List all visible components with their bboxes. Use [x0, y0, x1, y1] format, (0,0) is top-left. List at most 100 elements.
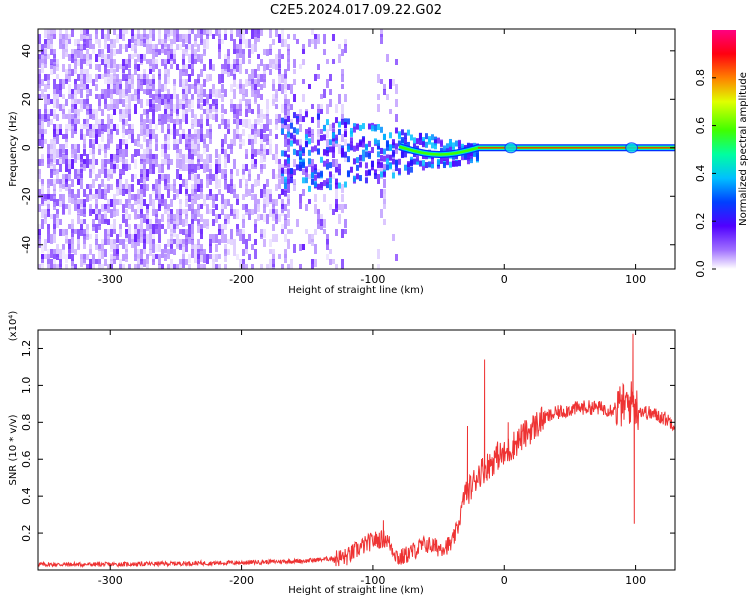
heatmap-cell: [325, 182, 329, 189]
heatmap-cell: [71, 129, 74, 138]
heatmap-cell: [212, 254, 215, 262]
heatmap-cell: [215, 184, 218, 189]
heatmap-cell: [86, 69, 89, 77]
heatmap-cell: [209, 209, 212, 214]
heatmap-cell: [233, 114, 236, 124]
heatmap-cell: [248, 59, 251, 64]
heatmap-cell: [278, 64, 281, 70]
heatmap-cell: [131, 44, 134, 51]
heatmap-cell: [110, 49, 113, 59]
heatmap-cell: [80, 79, 83, 87]
heatmap-cell: [236, 134, 239, 139]
heatmap-cell: [161, 84, 164, 92]
heatmap-cell: [164, 174, 167, 182]
heatmap-cell: [283, 119, 287, 126]
heatmap-cell: [116, 144, 119, 150]
heatmap-cell: [308, 84, 311, 89]
heatmap-cell: [41, 189, 44, 195]
heatmap-cell: [170, 229, 173, 236]
heatmap-cell: [92, 179, 95, 188]
heatmap-cell: [104, 229, 107, 234]
heatmap-cell: [119, 44, 122, 54]
heatmap-cell: [206, 144, 209, 152]
heatmap-cell: [361, 123, 365, 130]
heatmap-cell: [161, 249, 164, 258]
heatmap-cell: [143, 234, 146, 243]
heatmap-cell: [209, 109, 212, 119]
heatmap-cell: [236, 84, 239, 89]
heatmap-cell: [316, 183, 320, 190]
heatmap-cell: [38, 189, 41, 198]
heatmap-cell: [101, 239, 104, 247]
heatmap-cell: [299, 109, 302, 115]
heatmap-cell: [74, 114, 77, 124]
heatmap-cell: [260, 94, 263, 100]
heatmap-cell: [65, 99, 68, 106]
heatmap-cell: [101, 244, 104, 251]
heatmap-cell: [122, 74, 125, 81]
heatmap-cell: [292, 112, 296, 119]
heatmap-cell: [95, 204, 98, 212]
heatmap-cell: [337, 121, 341, 128]
heatmap-cell: [89, 189, 92, 195]
heatmap-cell: [188, 89, 191, 94]
heatmap-cell: [248, 254, 251, 260]
heatmap-cell: [164, 244, 167, 253]
heatmap-cell: [200, 124, 203, 134]
heatmap-cell: [233, 214, 236, 219]
heatmap-cell: [391, 172, 395, 179]
heatmap-cell: [152, 64, 155, 72]
heatmap-cell: [59, 104, 62, 111]
heatmap-cell: [140, 224, 143, 232]
heatmap-cell: [403, 164, 407, 171]
heatmap-cell: [206, 164, 209, 172]
heatmap-cell: [191, 244, 194, 250]
heatmap-cell: [328, 139, 332, 146]
heatmap-cell: [119, 79, 122, 88]
heatmap-cell: [41, 219, 44, 229]
heatmap-cell: [254, 134, 257, 144]
heatmap-cell: [287, 174, 290, 179]
heatmap-cell: [167, 214, 170, 222]
heatmap-cell: [260, 189, 263, 198]
heatmap-cell: [125, 119, 128, 126]
heatmap-cell: [119, 109, 122, 116]
heatmap-cell: [44, 194, 47, 201]
heatmap-cell: [254, 204, 257, 214]
heatmap-cell: [161, 224, 164, 229]
heatmap-cell: [316, 139, 320, 146]
heatmap-cell: [128, 54, 131, 62]
heatmap-cell: [170, 184, 173, 191]
heatmap-cell: [89, 264, 92, 269]
heatmap-cell: [311, 29, 314, 35]
heatmap-cell: [263, 239, 266, 247]
heatmap-cell: [185, 164, 188, 171]
heatmap-cell: [170, 29, 173, 36]
heatmap-cell: [257, 34, 260, 42]
heatmap-cell: [290, 104, 293, 110]
heatmap-cell: [230, 174, 233, 183]
heatmap-cell: [170, 159, 173, 165]
heatmap-cell: [215, 194, 218, 201]
heatmap-cell: [266, 214, 269, 224]
heatmap-cell: [44, 139, 47, 144]
heatmap-cell: [263, 124, 266, 133]
heatmap-cell: [311, 159, 314, 167]
heatmap-cell: [197, 119, 200, 127]
heatmap-cell: [239, 84, 242, 89]
heatmap-cell: [161, 39, 164, 47]
heatmap-cell: [176, 209, 179, 219]
heatmap-cell: [430, 158, 434, 165]
heatmap-cell: [89, 244, 92, 253]
heatmap-cell: [77, 74, 80, 81]
heatmap-cell: [128, 79, 131, 84]
heatmap-cell: [326, 239, 329, 245]
heatmap-cell: [59, 229, 62, 236]
heatmap-cell: [143, 159, 146, 168]
heatmap-cell: [457, 159, 461, 166]
heatmap-cell: [185, 209, 188, 216]
heatmap-cell: [203, 109, 206, 114]
heatmap-cell: [257, 79, 260, 87]
heatmap-cell: [305, 229, 308, 234]
heatmap-cell: [179, 44, 182, 50]
